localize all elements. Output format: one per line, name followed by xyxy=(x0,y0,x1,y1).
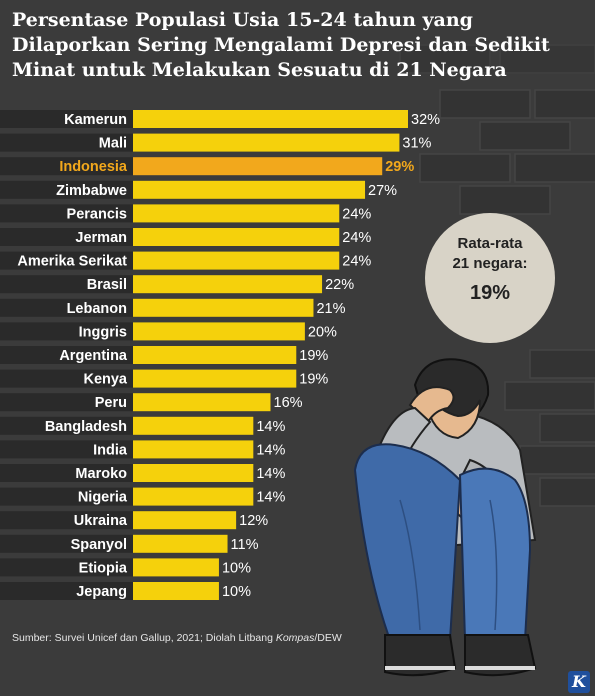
chart-title: Persentase Populasi Usia 15-24 tahun yan… xyxy=(12,9,550,81)
bar-jerman xyxy=(133,228,340,246)
label-band xyxy=(0,416,133,435)
category-label: Jerman xyxy=(75,230,127,246)
category-label: Mali xyxy=(99,136,127,152)
label-band xyxy=(0,133,133,152)
label-band xyxy=(0,487,133,506)
average-value: 19% xyxy=(469,282,511,304)
source-prefix: Sumber: Survei Unicef dan Gallup, 2021; … xyxy=(12,632,276,644)
category-label: Maroko xyxy=(75,466,127,482)
bar-ukraina xyxy=(133,511,237,530)
category-label: Peru xyxy=(95,395,127,411)
bar-nigeria xyxy=(133,487,254,506)
bar-amerika-serikat xyxy=(133,251,340,270)
category-label: Kenya xyxy=(83,372,127,388)
label-band xyxy=(0,558,133,577)
value-label: 20% xyxy=(308,324,337,340)
bar-maroko xyxy=(133,464,254,482)
category-label: Brasil xyxy=(87,277,127,293)
label-band xyxy=(0,204,133,223)
label-band xyxy=(0,322,133,341)
average-badge: Rata-rata 21 negara: 19% xyxy=(425,213,555,343)
label-band xyxy=(0,369,133,388)
value-label: 31% xyxy=(402,136,431,152)
label-band xyxy=(0,157,133,176)
category-label: Bangladesh xyxy=(45,419,127,435)
bar-argentina xyxy=(133,346,297,364)
label-band xyxy=(0,582,133,600)
value-label: 27% xyxy=(368,183,397,199)
source-italic: Kompas xyxy=(275,632,315,644)
bar-indonesia xyxy=(133,157,383,176)
label-band xyxy=(0,228,133,246)
bar-mali xyxy=(133,133,400,152)
bar-kamerun xyxy=(133,110,408,128)
value-label: 16% xyxy=(274,395,303,411)
average-label-line2: 21 negara: xyxy=(452,255,528,272)
bar-kenya xyxy=(133,369,297,388)
bar-brasil xyxy=(133,275,323,294)
sad-person-illustration xyxy=(353,358,537,677)
value-label: 14% xyxy=(256,442,285,458)
category-label: Spanyol xyxy=(71,537,127,553)
category-label: Etiopia xyxy=(79,560,128,576)
value-label: 10% xyxy=(222,560,251,576)
category-label: India xyxy=(93,442,128,458)
bar-lebanon xyxy=(133,298,314,317)
bar-zimbabwe xyxy=(133,180,366,199)
value-label: 10% xyxy=(222,584,251,600)
label-band xyxy=(0,393,133,412)
value-label: 12% xyxy=(239,513,268,529)
label-band xyxy=(0,440,133,459)
label-band xyxy=(0,275,133,294)
category-label: Argentina xyxy=(59,348,128,364)
category-label: Inggris xyxy=(79,324,127,340)
label-band xyxy=(0,298,133,317)
category-label: Zimbabwe xyxy=(56,183,127,199)
category-label: Lebanon xyxy=(67,301,127,317)
label-band xyxy=(0,251,133,270)
bar-jepang xyxy=(133,582,219,600)
value-label: 21% xyxy=(316,301,345,317)
value-label: 19% xyxy=(299,348,328,364)
value-label: 24% xyxy=(342,254,371,270)
value-label: 14% xyxy=(256,419,285,435)
value-label: 14% xyxy=(256,466,285,482)
average-label-line1: Rata-rata xyxy=(457,235,523,252)
source-note: Sumber: Survei Unicef dan Gallup, 2021; … xyxy=(12,632,342,644)
category-label: Perancis xyxy=(67,206,127,222)
value-label: 22% xyxy=(325,277,354,293)
value-label: 24% xyxy=(342,206,371,222)
bar-spanyol xyxy=(133,534,228,553)
category-label: Ukraina xyxy=(74,513,128,529)
category-label: Nigeria xyxy=(78,490,128,506)
value-label: 24% xyxy=(342,230,371,246)
value-label: 19% xyxy=(299,372,328,388)
label-band xyxy=(0,180,133,199)
value-label: 11% xyxy=(231,537,259,553)
label-band xyxy=(0,110,133,128)
category-label: Kamerun xyxy=(64,112,127,128)
bar-etiopia xyxy=(133,558,219,577)
category-label: Indonesia xyxy=(59,159,128,175)
source-suffix: /DEW xyxy=(314,632,342,644)
label-band xyxy=(0,511,133,530)
category-label: Amerika Serikat xyxy=(17,254,127,270)
bar-india xyxy=(133,440,254,459)
value-label: 32% xyxy=(411,112,440,128)
bar-bangladesh xyxy=(133,416,254,435)
kompas-logo: K xyxy=(568,671,590,693)
label-band xyxy=(0,534,133,553)
bar-peru xyxy=(133,393,271,412)
category-label: Jepang xyxy=(76,584,127,600)
label-band xyxy=(0,464,133,482)
label-band xyxy=(0,346,133,364)
bar-perancis xyxy=(133,204,340,223)
value-label: 14% xyxy=(256,490,285,506)
bar-inggris xyxy=(133,322,305,341)
value-label: 29% xyxy=(385,159,414,175)
